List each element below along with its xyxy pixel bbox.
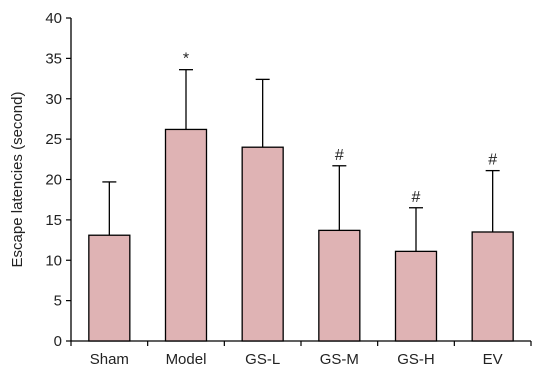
y-tick-label: 35 bbox=[45, 50, 62, 67]
x-tick-label: Model bbox=[166, 351, 207, 368]
significance-markers: * # # # bbox=[183, 51, 497, 206]
axes bbox=[66, 17, 532, 346]
x-tick-label: EV bbox=[483, 351, 503, 368]
significance-marker: # bbox=[412, 189, 421, 206]
y-tick-label: 25 bbox=[45, 131, 62, 148]
x-tick-label: GS-L bbox=[245, 351, 280, 368]
x-tick-label: Sham bbox=[90, 351, 129, 368]
y-tick-label: 15 bbox=[45, 212, 62, 229]
tick-labels: 0 5 10 15 20 25 30 35 40 Sham Model GS-L GS-M GS-H EV bbox=[45, 10, 502, 368]
bar-sham bbox=[88, 234, 131, 342]
error-bars bbox=[102, 69, 500, 252]
bars bbox=[88, 128, 514, 342]
y-tick-label: 20 bbox=[45, 172, 62, 189]
y-axis-title: Escape latencies (second) bbox=[9, 92, 26, 268]
significance-marker: * bbox=[183, 51, 189, 68]
y-tick-label: 30 bbox=[45, 91, 62, 108]
bar-ev bbox=[471, 231, 514, 342]
bar-gs-l bbox=[241, 146, 284, 342]
y-tick-label: 40 bbox=[45, 10, 62, 27]
y-tick-label: 10 bbox=[45, 252, 62, 269]
y-tick-label: 0 bbox=[54, 333, 62, 350]
x-tick-label: GS-M bbox=[320, 351, 359, 368]
bar-gs-m bbox=[318, 229, 361, 342]
significance-marker: # bbox=[335, 147, 344, 164]
y-tick-label: 5 bbox=[54, 293, 62, 310]
significance-marker: # bbox=[488, 152, 497, 169]
bar-gs-h bbox=[394, 250, 438, 342]
bar-model bbox=[164, 128, 208, 342]
x-tick-label: GS-H bbox=[397, 351, 435, 368]
